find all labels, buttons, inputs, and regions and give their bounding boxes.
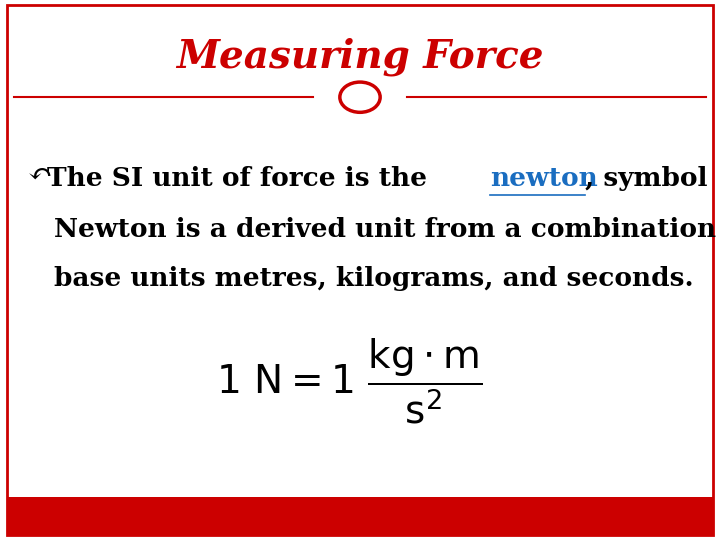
Circle shape xyxy=(340,82,380,112)
FancyBboxPatch shape xyxy=(7,497,713,535)
Text: , symbol: , symbol xyxy=(585,166,716,191)
FancyBboxPatch shape xyxy=(7,5,713,535)
Text: $1\ \mathrm{N} = 1\ \dfrac{\mathrm{kg \cdot m}}{\mathrm{s}^2}$: $1\ \mathrm{N} = 1\ \dfrac{\mathrm{kg \c… xyxy=(216,336,482,426)
Text: ↶: ↶ xyxy=(27,161,52,190)
Text: base units metres, kilograms, and seconds.: base units metres, kilograms, and second… xyxy=(54,266,693,291)
Text: Newton is a derived unit from a combination of the: Newton is a derived unit from a combinat… xyxy=(54,217,720,242)
Text: The SI unit of force is the: The SI unit of force is the xyxy=(47,166,436,191)
Text: newton: newton xyxy=(490,166,598,191)
Text: Measuring Force: Measuring Force xyxy=(176,37,544,76)
